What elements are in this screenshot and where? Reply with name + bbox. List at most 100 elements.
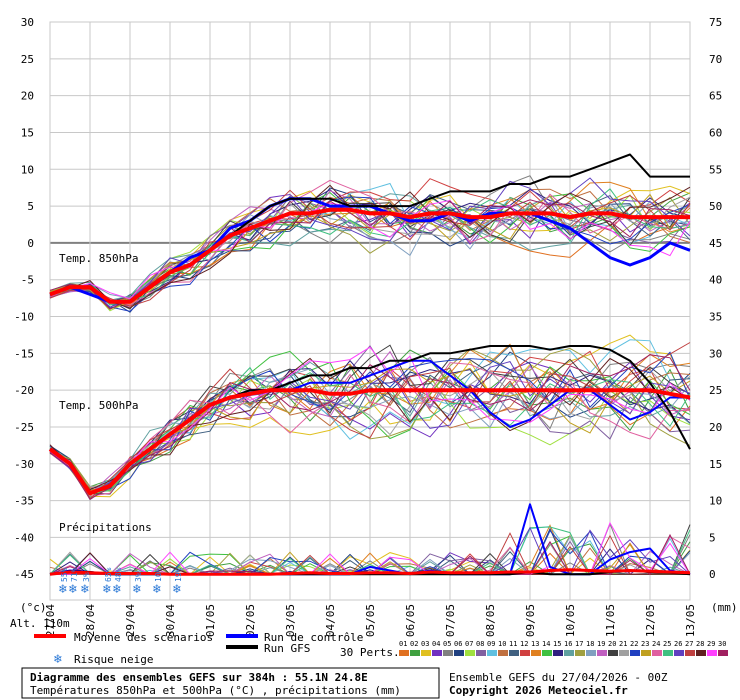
snowflake-icon: ❄ <box>102 582 111 597</box>
pert-number: 13 <box>531 640 539 648</box>
pert-number: 19 <box>597 640 605 648</box>
snow-risk-percent: 71% <box>70 567 79 582</box>
right-tick-label: 65 <box>709 90 722 103</box>
footer-box <box>21 667 440 699</box>
pert-swatch <box>663 650 673 656</box>
member-line <box>49 188 691 306</box>
pert-number: 10 <box>498 640 506 648</box>
perturbation-legend: 01 02 03 04 05 06 07 08 09 10 11 12 13 14 15 16 17 18 19 20… <box>399 640 728 656</box>
right-axis-unit: (mm) <box>711 601 738 614</box>
legend-mean-label: Moyenne des scénarios <box>74 631 213 644</box>
member-line <box>49 193 691 301</box>
member-line <box>49 342 691 500</box>
snow-risk-markers: ❄55%❄71%❄3%❄65%❄48%❄3%❄10%❄19% <box>58 567 183 597</box>
pert-swatch <box>498 650 508 656</box>
right-tick-label: 35 <box>709 311 722 324</box>
snow-risk-percent: 48% <box>114 567 123 582</box>
snow-risk-percent: 10% <box>154 567 163 582</box>
left-tick-label: -10 <box>14 311 34 324</box>
pert-number: 17 <box>575 640 583 648</box>
pert-swatch <box>641 650 651 656</box>
date-tick-label: 04/05 <box>324 604 337 637</box>
left-tick-label: -15 <box>14 347 34 360</box>
member-line <box>49 369 691 488</box>
pert-number: 08 <box>476 640 484 648</box>
left-tick-label: -20 <box>14 384 34 397</box>
panel-label-precip: Précipitations <box>59 521 152 534</box>
pert-swatch <box>685 650 695 656</box>
member-line <box>49 354 691 500</box>
pert-number: 09 <box>487 640 495 648</box>
left-tick-label: -40 <box>14 531 34 544</box>
pert-swatch <box>520 650 530 656</box>
mean-t850-line <box>49 207 690 304</box>
snowflake-icon: ❄ <box>172 582 181 597</box>
pert-swatch <box>410 650 420 656</box>
pert-swatch <box>443 650 453 656</box>
pert-swatch <box>619 650 629 656</box>
legend-snow-label: Risque neige <box>74 653 153 666</box>
pert-number: 04 <box>432 640 440 648</box>
pert-swatch <box>542 650 552 656</box>
right-tick-label: 60 <box>709 126 722 139</box>
snow-risk-percent: 19% <box>174 567 183 582</box>
pert-swatch <box>597 650 607 656</box>
footer-run: Ensemble GEFS du 27/04/2026 - 00Z <box>449 671 668 684</box>
pert-number: 01 <box>399 640 407 648</box>
pert-swatch <box>575 650 585 656</box>
legend-control-label: Run de contrôle <box>264 631 363 644</box>
pert-swatch <box>608 650 618 656</box>
member-line <box>49 199 691 300</box>
legend-gfs-label: Run GFS <box>264 642 310 655</box>
legend-perts-label: 30 Perts. <box>340 646 400 659</box>
pert-number: 18 <box>586 640 594 648</box>
left-tick-label: -45 <box>14 568 34 581</box>
pert-swatch <box>696 650 706 656</box>
date-tick-label: 28/04 <box>84 604 97 637</box>
right-tick-label: 5 <box>709 531 716 544</box>
right-tick-label: 75 <box>709 16 722 29</box>
pert-number: 22 <box>630 640 638 648</box>
pert-swatch <box>421 650 431 656</box>
footer-title: Diagramme des ensembles GEFS sur 384h : … <box>30 671 368 684</box>
left-tick-label: 20 <box>21 90 34 103</box>
pert-swatch <box>465 650 475 656</box>
pert-number: 07 <box>465 640 473 648</box>
date-axis-ticks: 27/04 28/04 29/04 30/04 01/05 02/05 03/05 04/05… <box>44 604 697 637</box>
pert-swatch <box>399 650 409 656</box>
right-tick-label: 55 <box>709 163 722 176</box>
pert-swatch <box>718 650 728 656</box>
right-tick-label: 30 <box>709 347 722 360</box>
footer-subtitle: Températures 850hPa et 500hPa (°C) , pré… <box>30 684 401 697</box>
pert-swatch <box>586 650 596 656</box>
left-tick-label: -30 <box>14 458 34 471</box>
pert-number: 30 <box>718 640 726 648</box>
date-tick-label: 11/05 <box>604 604 617 637</box>
left-tick-label: -5 <box>21 274 34 287</box>
date-tick-label: 13/05 <box>684 604 697 637</box>
pert-number: 05 <box>443 640 451 648</box>
pert-swatch <box>509 650 519 656</box>
snowflake-icon: ❄ <box>68 582 77 597</box>
left-tick-label: 5 <box>27 200 34 213</box>
panel-label-t850: Temp. 850hPa <box>59 252 138 265</box>
right-tick-label: 25 <box>709 384 722 397</box>
pert-swatch <box>553 650 563 656</box>
mean-t500-line <box>48 388 691 496</box>
snowflake-icon: ❄ <box>132 582 141 597</box>
snowflake-icon: ❄ <box>152 582 161 597</box>
altitude-label: Alt. 110m <box>10 617 70 630</box>
pert-swatch <box>707 650 717 656</box>
footer-copyright: Copyright 2026 Meteociel.fr <box>449 684 628 697</box>
date-tick-label: 03/05 <box>284 604 297 637</box>
right-tick-label: 45 <box>709 237 722 250</box>
date-tick-label: 06/05 <box>404 604 417 637</box>
right-tick-label: 10 <box>709 495 722 508</box>
pert-swatch <box>531 650 541 656</box>
left-tick-label: -25 <box>14 421 34 434</box>
pert-swatch <box>652 650 662 656</box>
pert-number: 26 <box>674 640 682 648</box>
pert-number: 11 <box>509 640 517 648</box>
member-line <box>49 189 691 307</box>
